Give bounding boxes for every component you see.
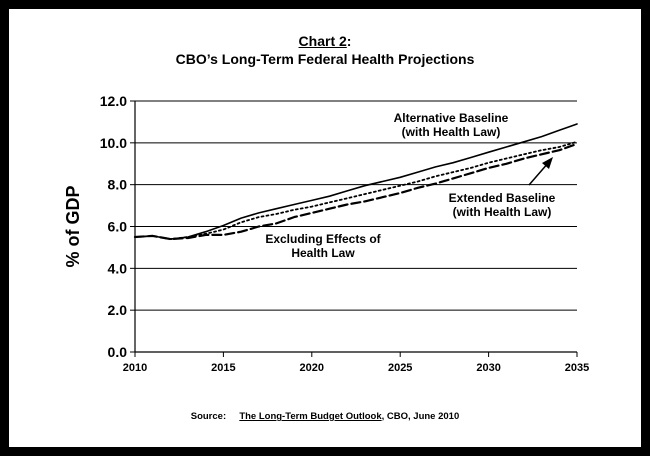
y-tick-label: 8.0 bbox=[108, 177, 128, 193]
series-line-dashed bbox=[133, 142, 579, 241]
y-tick-label: 4.0 bbox=[108, 260, 128, 276]
y-tick-label: 6.0 bbox=[108, 219, 128, 235]
y-tick-label: 2.0 bbox=[108, 302, 128, 318]
annotation-arrow-head bbox=[542, 157, 553, 169]
line-chart: 0.0 2.0 4.0 6.0 8.0 10.0 12.0 2010 2015 2020 2025 2… bbox=[63, 93, 589, 374]
x-tick-label: 2030 bbox=[476, 362, 500, 374]
series-label-dotted: Health Law bbox=[291, 246, 355, 260]
series-label-solid: Alternative Baseline bbox=[394, 111, 509, 125]
series-line-dotted bbox=[134, 140, 578, 241]
series-label-dotted: Excluding Effects of bbox=[265, 232, 381, 246]
source-publication: The Long-Term Budget Outlook bbox=[239, 411, 382, 422]
x-tick-label: 2010 bbox=[123, 362, 147, 374]
chart-frame: Chart 2: CBO’s Long-Term Federal Health … bbox=[9, 9, 641, 447]
x-tick-label: 2020 bbox=[300, 362, 324, 374]
source-details: , CBO, June 2010 bbox=[381, 411, 460, 422]
chart-title: Chart 2: bbox=[9, 33, 641, 49]
chart-subtitle: CBO’s Long-Term Federal Health Projectio… bbox=[175, 51, 475, 67]
source-note: Source: The Long-Term Budget Outlook, CB… bbox=[9, 411, 641, 422]
source-label: Source: bbox=[190, 411, 227, 422]
series-line-solid bbox=[134, 123, 578, 240]
series-label-dashed: Extended Baseline bbox=[449, 191, 556, 205]
y-tick-label: 0.0 bbox=[108, 344, 128, 360]
x-tick-label: 2015 bbox=[211, 362, 235, 374]
y-tick-label: 12.0 bbox=[100, 93, 127, 109]
chart-number-label: Chart 2 bbox=[298, 33, 347, 49]
series-label-solid: (with Health Law) bbox=[402, 125, 501, 139]
y-axis-title: % of GDP bbox=[63, 185, 83, 267]
x-tick-label: 2025 bbox=[388, 362, 412, 374]
chart-title-colon: : bbox=[346, 33, 352, 49]
y-tick-label: 10.0 bbox=[100, 135, 127, 151]
x-tick-label: 2035 bbox=[565, 362, 589, 374]
series-label-dashed: (with Health Law) bbox=[453, 205, 552, 219]
